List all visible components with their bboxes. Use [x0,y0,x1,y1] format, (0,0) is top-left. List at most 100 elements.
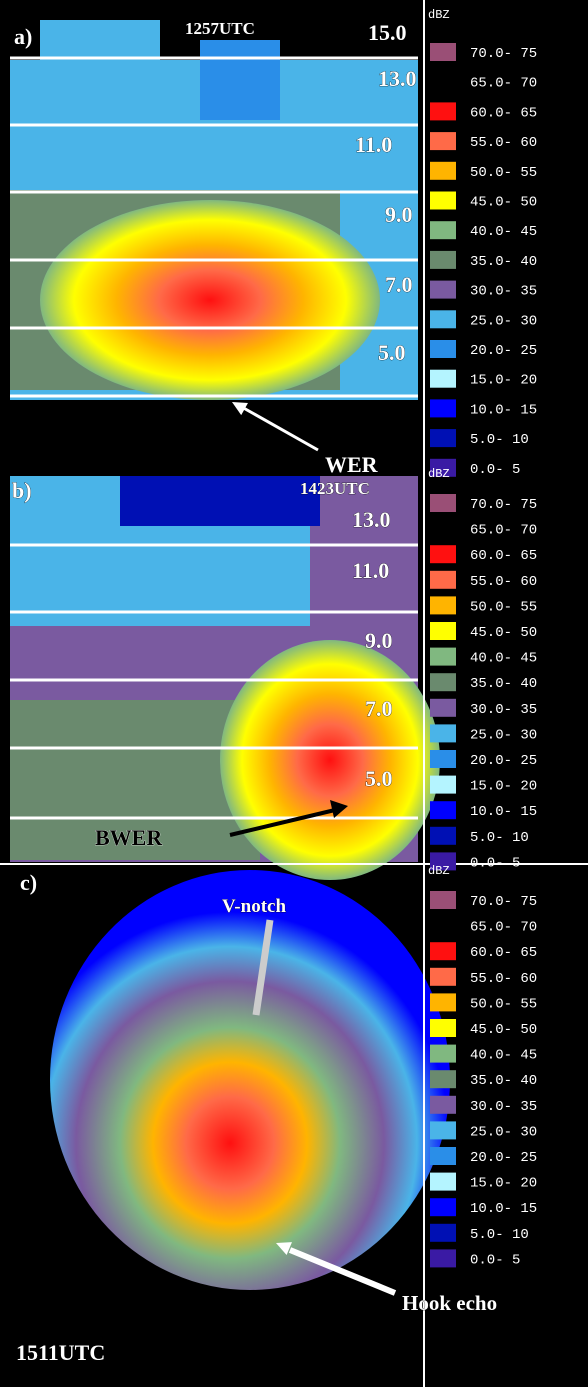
annotation: WER [325,452,379,477]
height-label: 13.0 [378,66,417,91]
annotation: V-notch [222,896,286,917]
legend-swatch [430,750,456,768]
legend-swatch [430,1045,456,1063]
legend-label: 10.0- 15 [470,402,537,418]
legend-swatch [430,1019,456,1037]
legend-label: 70.0- 75 [470,46,537,62]
legend-swatch [430,73,456,91]
legend-swatch [430,968,456,986]
panel-label: a) [14,24,32,49]
height-label: 9.0 [365,628,393,653]
time-label: 1511UTC [16,1340,105,1365]
legend-label: 70.0- 75 [470,894,537,910]
legend-label: 40.0- 45 [470,224,537,240]
legend-swatch [430,520,456,538]
legend-swatch [430,596,456,614]
legend-label: 25.0- 30 [470,727,537,743]
height-label: 5.0 [365,766,393,791]
legend-label: 35.0- 40 [470,676,537,692]
legend-label: 0.0- 5 [470,855,520,871]
annotation: BWER [95,825,163,850]
legend-label: 55.0- 60 [470,135,537,151]
legend-label: 0.0- 5 [470,1252,520,1268]
legend-swatch [430,699,456,717]
legend-label: 15.0- 20 [470,779,537,795]
legend-label: 30.0- 35 [470,284,537,300]
legend-swatch [430,43,456,61]
legend-label: 5.0- 10 [470,830,529,846]
legend-label: 20.0- 25 [470,753,537,769]
legend-label: 15.0- 20 [470,1176,537,1192]
legend-label: 50.0- 55 [470,599,537,615]
legend-swatch [430,724,456,742]
height-label: 13.0 [352,507,391,532]
legend-label: 60.0- 65 [470,945,537,961]
legend-swatch [430,221,456,239]
legend-swatch [430,1070,456,1088]
legend-label: 40.0- 45 [470,1048,537,1064]
height-label: 11.0 [355,132,392,157]
legend-label: 25.0- 30 [470,313,537,329]
legend-label: 50.0- 55 [470,165,537,181]
legend-swatch [430,251,456,269]
legend-swatch [430,340,456,358]
annotation: Hook echo [402,1291,497,1315]
legend-swatch [430,494,456,512]
legend-swatch [430,1096,456,1114]
panel-label: c) [20,870,37,895]
legend-title: dBZ [428,467,450,481]
height-label: 9.0 [385,202,413,227]
legend-label: 10.0- 15 [470,804,537,820]
height-label: 11.0 [352,558,389,583]
legend-label: 65.0- 70 [470,523,537,539]
time-label: 1423UTC [300,479,370,498]
legend-label: 55.0- 60 [470,574,537,590]
legend-swatch [430,1249,456,1267]
panel-label: b) [12,478,32,503]
legend-title: dBZ [428,8,450,22]
figure: dBZ 70.0- 75 65.0- 70 60.0- 65 55.0- 60 50.0-… [0,0,588,1387]
legend-swatch [430,281,456,299]
legend-label: 35.0- 40 [470,254,537,270]
legend-label: 5.0- 10 [470,432,529,448]
legend-label: 50.0- 55 [470,996,537,1012]
legend-label: 45.0- 50 [470,625,537,641]
legend-label: 70.0- 75 [470,497,537,513]
legend-label: 5.0- 10 [470,1227,529,1243]
legend-label: 65.0- 70 [470,76,537,92]
legend-swatch [430,622,456,640]
legend-label: 25.0- 30 [470,1124,537,1140]
legend-swatch [430,192,456,210]
legend-swatch [430,648,456,666]
legend-swatch [430,993,456,1011]
legend-swatch [430,399,456,417]
legend-swatch [430,1121,456,1139]
legend-swatch [430,1198,456,1216]
legend-label: 30.0- 35 [470,702,537,718]
legend-label: 30.0- 35 [470,1099,537,1115]
legend-swatch [430,827,456,845]
legend-swatch [430,1147,456,1165]
time-label: 1257UTC [185,19,255,38]
legend-swatch [430,776,456,794]
legend-swatch [430,545,456,563]
legend-swatch [430,801,456,819]
legend-label: 10.0- 15 [470,1201,537,1217]
legend-swatch [430,917,456,935]
legend-label: 40.0- 45 [470,651,537,667]
legend-label: 45.0- 50 [470,195,537,211]
legend-label: 60.0- 65 [470,548,537,564]
legend-swatch [430,673,456,691]
legend-title: dBZ [428,864,450,878]
legend-swatch [430,162,456,180]
legend-swatch [430,571,456,589]
height-label: 15.0 [368,20,407,45]
legend-label: 20.0- 25 [470,343,537,359]
legend-swatch [430,132,456,150]
legend-label: 45.0- 50 [470,1022,537,1038]
legend-label: 60.0- 65 [470,105,537,121]
height-label: 7.0 [365,696,393,721]
legend-label: 15.0- 20 [470,373,537,389]
height-label: 5.0 [378,340,406,365]
legend-swatch [430,1173,456,1191]
